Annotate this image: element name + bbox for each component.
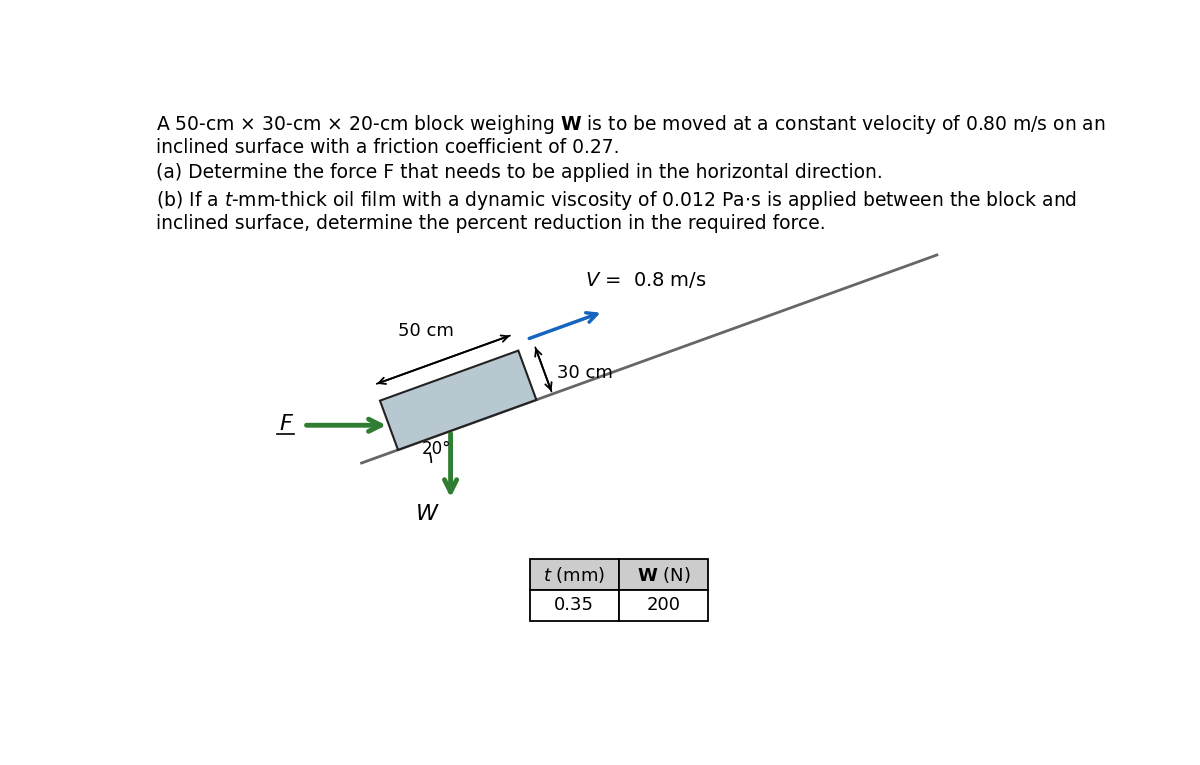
Text: 50 cm: 50 cm — [398, 322, 454, 340]
Text: 30 cm: 30 cm — [557, 364, 613, 382]
Text: $\mathit{W}$: $\mathit{W}$ — [415, 504, 439, 524]
Bar — [529, 559, 619, 590]
Text: (a) Determine the force F that needs to be applied in the horizontal direction.: (a) Determine the force F that needs to … — [156, 164, 883, 182]
Text: $\mathit{F}$: $\mathit{F}$ — [280, 414, 294, 434]
Text: $\mathbf{W}$ (N): $\mathbf{W}$ (N) — [637, 565, 690, 584]
Polygon shape — [380, 350, 536, 450]
Text: $\mathit{V}$ =  0.8 m/s: $\mathit{V}$ = 0.8 m/s — [584, 270, 707, 290]
Text: A 50-cm $\times$ 30-cm $\times$ 20-cm block weighing $\mathbf{W}$ is to be moved: A 50-cm $\times$ 30-cm $\times$ 20-cm bl… — [156, 112, 1106, 135]
Bar — [529, 590, 619, 620]
Text: $\mathit{t}$ (mm): $\mathit{t}$ (mm) — [544, 565, 606, 584]
Text: 0.35: 0.35 — [554, 597, 594, 614]
Text: (b) If a $\mathit{t}$-mm-thick oil film with a dynamic viscosity of 0.012 Pa$\cd: (b) If a $\mathit{t}$-mm-thick oil film … — [156, 189, 1078, 212]
Text: inclined surface, determine the percent reduction in the required force.: inclined surface, determine the percent … — [156, 214, 826, 233]
Bar — [619, 559, 708, 590]
Bar — [619, 590, 708, 620]
Text: inclined surface with a friction coefficient of 0.27.: inclined surface with a friction coeffic… — [156, 138, 619, 157]
Text: 200: 200 — [647, 597, 680, 614]
Text: 20°: 20° — [422, 441, 451, 458]
